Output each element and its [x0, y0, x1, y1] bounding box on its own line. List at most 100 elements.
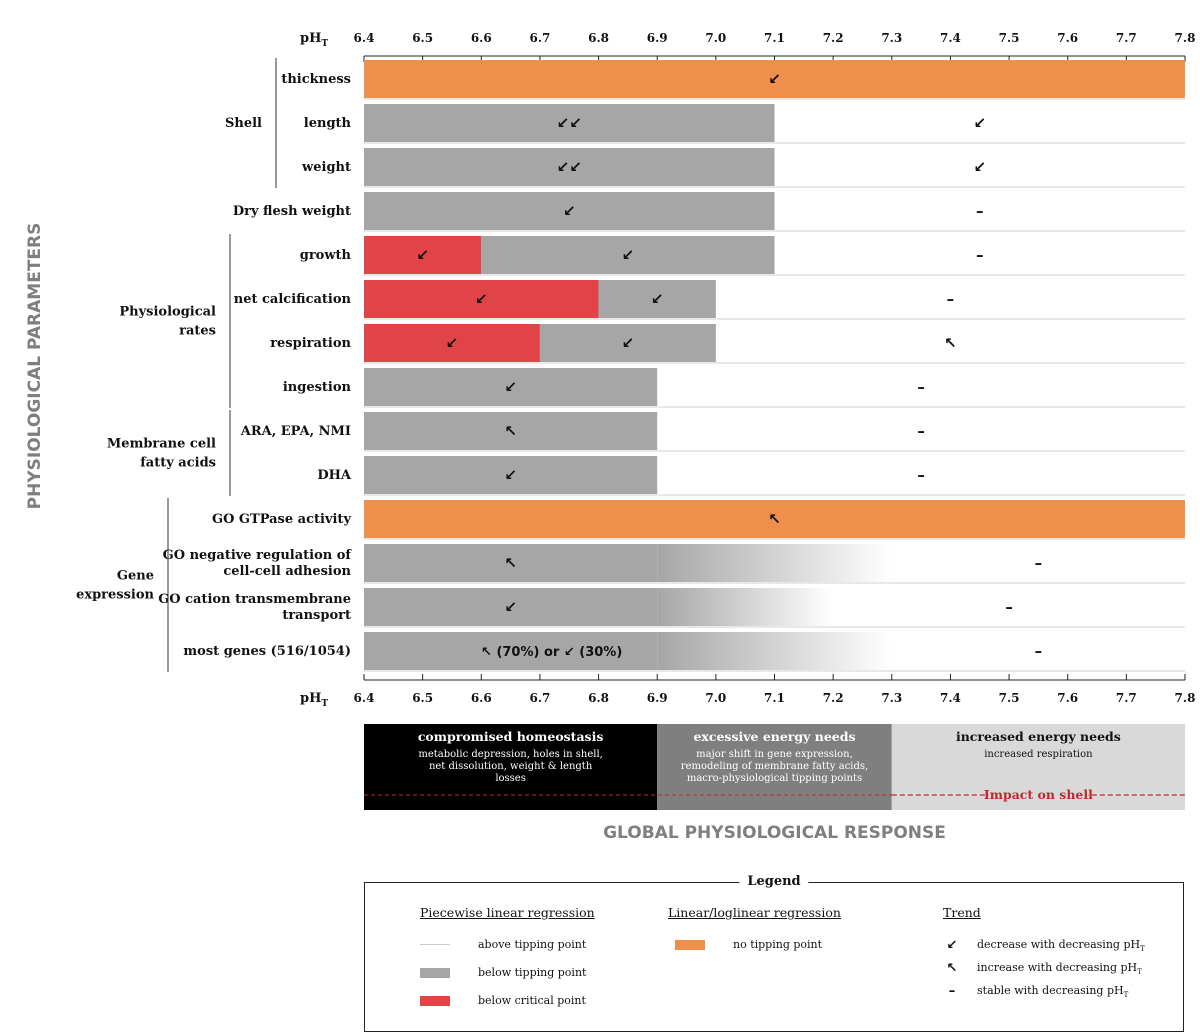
- row-dha: DHA ↙ –: [317, 456, 1185, 496]
- trend-arrow-icon: ↙: [768, 70, 781, 88]
- bar-segment-gray: [598, 280, 716, 318]
- bar-segment-fade: [657, 544, 892, 582]
- ph-sub: T: [321, 699, 328, 709]
- trend-stable-icon: –: [1005, 598, 1013, 616]
- group-shell: Shell: [225, 58, 277, 188]
- tick-label: 7.0: [705, 691, 726, 705]
- legend-decrease-label: decrease with decreasing pH: [977, 938, 1141, 951]
- row-weight: weight ↙↙ ↙: [301, 148, 1185, 188]
- tick-label: 6.8: [588, 31, 609, 45]
- legend-piecewise-heading: Piecewise linear regression: [420, 905, 595, 920]
- trend-arrow-icon: ↙↙: [557, 114, 582, 132]
- response-desc: remodeling of membrane fatty acids,: [681, 761, 868, 772]
- tick-label: 6.5: [412, 31, 433, 45]
- row-label: ARA, EPA, NMI: [240, 424, 351, 439]
- trend-arrow-icon: ↙: [563, 202, 576, 220]
- row-label: GO negative regulation of: [163, 548, 353, 563]
- row-label: respiration: [270, 336, 351, 351]
- tick-label: 6.8: [588, 691, 609, 705]
- response-title: increased energy needs: [956, 729, 1121, 744]
- trend-stable-icon: –: [976, 202, 984, 220]
- legend-below-critical: below critical point: [420, 994, 586, 1007]
- row-label: weight: [301, 160, 351, 175]
- row-label: thickness: [281, 72, 351, 87]
- response-desc: net dissolution, weight & length: [429, 761, 593, 772]
- group-label: Gene: [117, 569, 154, 584]
- trend-arrow-icon: ↙: [504, 466, 517, 484]
- tick-label: 6.6: [471, 691, 492, 705]
- row-label: cell-cell adhesion: [223, 564, 351, 579]
- row-ara-epa-nmi: ARA, EPA, NMI ↖ –: [240, 412, 1185, 452]
- tick-label: 6.9: [647, 691, 668, 705]
- row-label: Dry flesh weight: [233, 204, 351, 219]
- row-go-gtpase-activity: GO GTPase activity ↖: [212, 500, 1185, 540]
- tick-label: 7.3: [881, 691, 902, 705]
- bar-segment-gray: [364, 632, 658, 670]
- trend-arrow-icon: ↙↙: [557, 158, 582, 176]
- response-desc: increased respiration: [984, 749, 1093, 760]
- group-label: Membrane cell: [107, 437, 216, 452]
- response-desc: metabolic depression, holes in shell,: [418, 749, 602, 760]
- group-gene-expression: Gene expression: [76, 498, 169, 672]
- trend-stable-icon: –: [917, 422, 925, 440]
- ph-sub: T: [321, 39, 328, 49]
- trend-stable-icon: –: [917, 466, 925, 484]
- bar-segment-gray: [364, 456, 658, 494]
- response-desc: losses: [495, 773, 526, 784]
- response-desc: macro-physiological tipping points: [687, 773, 862, 784]
- tick-label: 7.8: [1175, 31, 1196, 45]
- trend-arrow-icon: ↙: [622, 246, 635, 264]
- arrow-up-left-icon: ↖: [946, 961, 958, 977]
- tick-label: 6.5: [412, 691, 433, 705]
- tick-label: 7.0: [705, 31, 726, 45]
- legend-increase-label: increase with decreasing pH: [977, 961, 1138, 974]
- tick-label: 6.4: [354, 691, 375, 705]
- response-compromised-homeostasis: compromised homeostasis metabolic depress…: [364, 724, 658, 810]
- trend-arrow-icon: ↙: [622, 334, 635, 352]
- trend-arrow-icon: ↖: [944, 334, 957, 352]
- row-ingestion: ingestion ↙ –: [283, 368, 1185, 408]
- tick-label: 7.8: [1175, 691, 1196, 705]
- response-box: [364, 724, 658, 810]
- bar-segment-gray: [364, 104, 775, 142]
- row-net-calcification: net calcification ↙ ↙ –: [234, 280, 1185, 320]
- bar-segment-gray: [364, 148, 775, 186]
- response-box: [657, 724, 892, 810]
- bar-segment-gray: [481, 236, 775, 274]
- row-label: growth: [300, 248, 352, 263]
- group-label: rates: [179, 324, 216, 339]
- swatch-orange: [675, 939, 705, 950]
- tick-label: 7.5: [999, 31, 1020, 45]
- tick-label: 7.5: [999, 691, 1020, 705]
- tick-label: 6.7: [529, 31, 550, 45]
- bar-segment-gray: [539, 324, 716, 362]
- tick-label: 6.6: [471, 31, 492, 45]
- tick-label: 7.6: [1057, 691, 1078, 705]
- trend-arrow-icon: ↙: [446, 334, 459, 352]
- row-thickness: thickness ↙: [281, 60, 1185, 100]
- legend-above-tipping: above tipping point: [420, 938, 586, 951]
- tick-label: 6.4: [354, 31, 375, 45]
- tick-label: 7.2: [823, 31, 844, 45]
- tick-label: 7.7: [1116, 31, 1137, 45]
- trend-arrow-icon: ↖ (70%) or ↙ (30%): [481, 645, 622, 660]
- trend-stable-icon: –: [917, 378, 925, 396]
- tick-label: 6.7: [529, 691, 550, 705]
- arrow-down-left-icon: ↙: [946, 938, 958, 954]
- trend-arrow-icon: ↙: [973, 114, 986, 132]
- ph-main: pH: [300, 31, 321, 46]
- legend-below-label: below tipping point: [478, 966, 587, 979]
- y-axis-title: PHYSIOLOGICAL PARAMETERS: [25, 223, 45, 510]
- legend-stable-label: stable with decreasing pH: [977, 984, 1124, 997]
- bar-segment-fade: [657, 632, 892, 670]
- row-label: transport: [282, 608, 351, 623]
- legend-title: Legend: [739, 874, 809, 889]
- bar-segment-orange: [364, 60, 1185, 98]
- legend-trend-heading: Trend: [943, 905, 981, 920]
- row-most-genes-516-1054-: most genes (516/1054) ↖ (70%) or ↙ (30%) –: [183, 632, 1185, 672]
- group-label: Physiological: [119, 305, 216, 320]
- bar-segment-gray: [364, 368, 658, 406]
